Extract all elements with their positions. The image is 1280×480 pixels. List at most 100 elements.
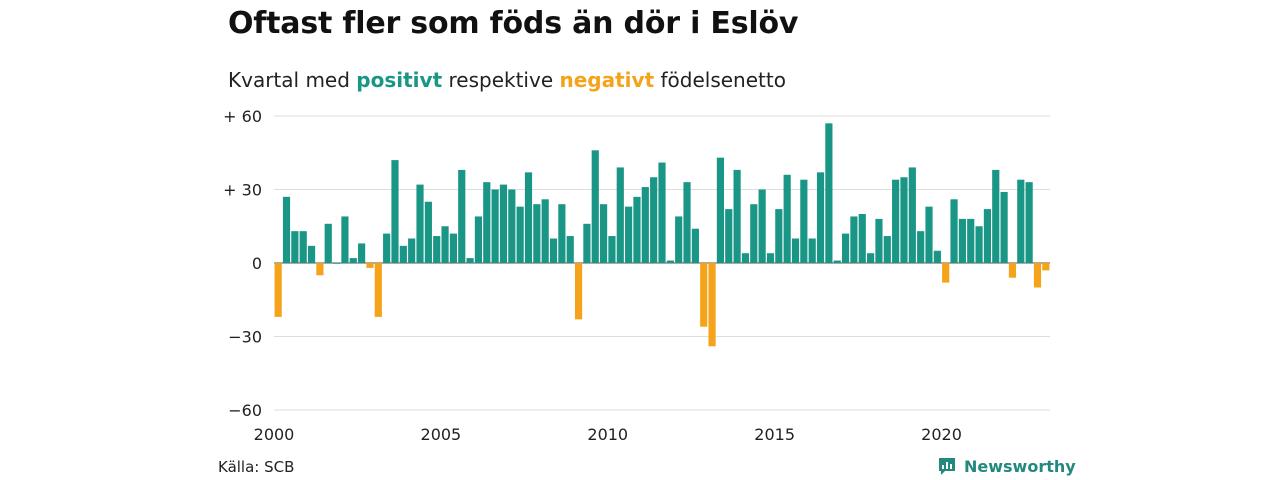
newsworthy-logo-icon <box>939 458 955 475</box>
x-tick-label: 2005 <box>421 425 462 444</box>
y-tick-label: −30 <box>228 328 262 347</box>
x-tick-label: 2000 <box>254 425 295 444</box>
bar-positive <box>408 238 416 263</box>
bar-negative <box>366 263 374 268</box>
bar-positive <box>332 263 341 264</box>
bar-positive <box>783 174 791 263</box>
bar-positive <box>633 196 641 263</box>
subtitle-suffix: födelsenetto <box>660 68 786 92</box>
bar-positive <box>324 223 332 263</box>
bar-positive <box>967 218 975 263</box>
bar-positive <box>983 209 992 263</box>
bar-positive <box>691 228 699 263</box>
bar-negative <box>1008 263 1017 278</box>
bar-positive <box>908 167 916 263</box>
bar-positive <box>850 216 858 263</box>
bar-positive <box>458 169 466 263</box>
chart-title: Oftast fler som föds än dör i Eslöv <box>228 6 799 41</box>
bar-positive <box>291 231 299 263</box>
bar-positive <box>758 189 766 263</box>
bar-positive <box>791 238 800 263</box>
bar-positive <box>383 233 391 263</box>
bar-positive <box>641 187 649 263</box>
bar-negative <box>274 263 282 317</box>
bar-positive <box>833 260 841 263</box>
bar-positive <box>775 209 783 263</box>
bar-negative <box>700 263 708 327</box>
bar-positive <box>466 258 474 263</box>
bar-positive <box>883 236 891 263</box>
bar-positive <box>341 216 349 263</box>
bars <box>274 123 1050 347</box>
bar-positive <box>307 245 316 263</box>
bar-positive <box>566 236 574 263</box>
bar-positive <box>399 245 407 263</box>
bar-positive <box>958 218 966 263</box>
bar-positive <box>875 218 883 263</box>
bar-positive <box>349 258 357 263</box>
bar-negative <box>374 263 382 317</box>
bar-positive <box>933 250 941 263</box>
bar-positive <box>483 182 491 263</box>
bar-positive <box>533 204 541 263</box>
bar-positive <box>508 189 516 263</box>
bar-positive <box>299 231 307 263</box>
bar-positive <box>416 184 424 263</box>
bar-positive <box>867 253 875 263</box>
bar-positive <box>925 206 933 263</box>
y-tick-label: −60 <box>228 401 262 420</box>
bar-positive <box>917 231 925 263</box>
bar-positive <box>549 238 558 263</box>
brand-name: Newsworthy <box>964 456 1076 476</box>
bar-positive <box>616 167 624 263</box>
bar-positive <box>1000 191 1008 263</box>
bar-negative <box>1042 263 1050 271</box>
bar-positive <box>424 201 432 263</box>
bar-positive <box>750 204 758 263</box>
chart-subtitle: Kvartal med positivt respektive negativt… <box>228 68 786 92</box>
y-tick-label: + 60 <box>223 107 262 126</box>
bar-positive <box>583 223 591 263</box>
bar-positive <box>541 199 549 263</box>
subtitle-negative-word: negativt <box>559 68 655 92</box>
bar-chart: + 60 + 30 0 −30 −60 2000 2005 2010 2015 2020 <box>223 107 1050 444</box>
bar-positive <box>625 206 633 263</box>
bar-negative <box>1033 263 1042 288</box>
bar-positive <box>433 236 441 263</box>
bar-negative <box>942 263 950 283</box>
x-tick-label: 2015 <box>754 425 795 444</box>
bar-positive <box>858 214 866 263</box>
bar-positive <box>1017 179 1025 263</box>
bar-positive <box>950 199 958 263</box>
bar-positive <box>1025 182 1033 263</box>
bar-positive <box>391 160 399 263</box>
x-tick-label: 2020 <box>921 425 962 444</box>
bar-positive <box>716 157 724 263</box>
bar-positive <box>499 184 508 263</box>
bar-positive <box>524 172 533 263</box>
y-tick-label: 0 <box>252 254 262 273</box>
bar-positive <box>766 253 775 263</box>
bar-positive <box>650 177 658 263</box>
bar-positive <box>675 216 683 263</box>
bar-positive <box>841 233 850 263</box>
subtitle-positive-word: positivt <box>356 68 443 92</box>
bar-positive <box>591 150 599 263</box>
bar-positive <box>558 204 566 263</box>
bar-negative <box>574 263 583 320</box>
bar-positive <box>608 236 616 263</box>
bar-positive <box>449 233 457 263</box>
axes: + 60 + 30 0 −30 −60 2000 2005 2010 2015 2020 <box>223 107 962 444</box>
bar-positive <box>800 179 808 263</box>
bar-positive <box>358 243 366 263</box>
bar-positive <box>474 216 483 263</box>
bar-positive <box>825 123 833 263</box>
bar-negative <box>708 263 716 347</box>
x-tick-label: 2010 <box>587 425 628 444</box>
bar-positive <box>992 169 1000 263</box>
bar-positive <box>441 226 449 263</box>
bar-positive <box>975 226 983 263</box>
bar-positive <box>741 253 750 263</box>
bar-positive <box>900 177 908 263</box>
subtitle-prefix: Kvartal med <box>228 68 350 92</box>
